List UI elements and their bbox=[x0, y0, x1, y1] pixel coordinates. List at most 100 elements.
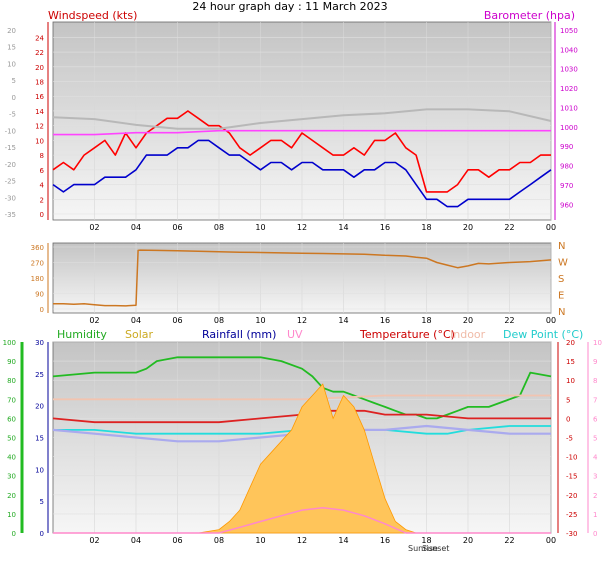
x-tick-label: 18 bbox=[421, 536, 431, 545]
y-tick-label: 90 bbox=[35, 291, 44, 299]
y-tick-label-right: 1050 bbox=[560, 27, 578, 35]
x-tick-label: 14 bbox=[338, 223, 348, 232]
y-tick-label-humidity: 90 bbox=[7, 358, 16, 366]
y-tick-label-secondary: -20 bbox=[5, 161, 16, 169]
y-tick-label-humidity: 80 bbox=[7, 377, 16, 385]
y-tick-label-uv: 0 bbox=[593, 530, 597, 538]
x-tick-label: 02 bbox=[89, 536, 99, 545]
y-tick-label-humidity: 60 bbox=[7, 415, 16, 423]
series-line bbox=[53, 129, 551, 136]
x-tick-label: 22 bbox=[504, 223, 514, 232]
x-tick-label: 22 bbox=[504, 536, 514, 545]
temperature-label: Temperature (°C) bbox=[359, 328, 455, 341]
y-tick-label-uv: 5 bbox=[593, 435, 597, 443]
y-tick-label-humidity: 40 bbox=[7, 454, 16, 462]
y-tick-label-secondary: -10 bbox=[5, 127, 16, 135]
x-tick-label: 02 bbox=[89, 223, 99, 232]
y-tick-label-temp: -10 bbox=[566, 454, 577, 462]
y-tick-label-rain: 15 bbox=[35, 435, 44, 443]
y-tick-label: 22 bbox=[35, 49, 44, 57]
x-tick-label: 16 bbox=[380, 536, 390, 545]
x-tick-label: 06 bbox=[172, 316, 182, 325]
y-tick-label: 180 bbox=[31, 275, 44, 283]
y-tick-label-humidity: 100 bbox=[3, 339, 16, 347]
y-tick-label-right: 980 bbox=[560, 163, 573, 171]
sunset-label: Sunset bbox=[422, 544, 449, 553]
y-tick-label: 12 bbox=[35, 123, 44, 131]
y-tick-label-rain: 20 bbox=[35, 403, 44, 411]
y-tick-label: 6 bbox=[40, 167, 45, 175]
y-tick-label-secondary: 10 bbox=[7, 60, 16, 68]
y-tick-label: 16 bbox=[35, 93, 44, 101]
x-tick-label: 08 bbox=[214, 223, 224, 232]
y-tick-label-uv: 4 bbox=[593, 454, 598, 462]
y-tick-label-temp: 10 bbox=[566, 377, 575, 385]
series-line bbox=[52, 409, 551, 424]
y-tick-label-right: 970 bbox=[560, 182, 573, 190]
y-tick-label-humidity: 70 bbox=[7, 396, 16, 404]
y-tick-label-rain: 5 bbox=[40, 498, 44, 506]
indoor-label: Indoor bbox=[450, 328, 486, 341]
compass-label: S bbox=[558, 274, 564, 285]
compass-label: N bbox=[558, 307, 565, 318]
x-tick-label: 04 bbox=[131, 223, 141, 232]
x-tick-label: 14 bbox=[338, 536, 348, 545]
x-tick-label: 04 bbox=[131, 536, 141, 545]
y-tick-label: 20 bbox=[35, 64, 44, 72]
y-tick-label-rain: 25 bbox=[35, 371, 44, 379]
x-tick-label: 16 bbox=[380, 316, 390, 325]
y-tick-label-uv: 10 bbox=[593, 339, 602, 347]
x-tick-label: 16 bbox=[380, 223, 390, 232]
x-tick-label: 20 bbox=[463, 223, 473, 232]
x-tick-label: 08 bbox=[214, 536, 224, 545]
y-tick-label-right: 1010 bbox=[560, 104, 578, 112]
y-tick-label-humidity: 50 bbox=[7, 435, 16, 443]
x-tick-label: 02 bbox=[89, 316, 99, 325]
y-tick-label-secondary: 15 bbox=[7, 44, 16, 52]
y-tick-label-secondary: -15 bbox=[5, 144, 16, 152]
y-tick-label-humidity: 10 bbox=[7, 511, 16, 519]
series-line bbox=[52, 108, 552, 130]
graph-title: 24 hour graph day : 11 March 2023 bbox=[192, 0, 387, 13]
x-tick-label: 10 bbox=[255, 536, 265, 545]
y-tick-label-secondary: 20 bbox=[7, 27, 16, 35]
compass-label: E bbox=[558, 291, 564, 302]
y-tick-label-right: 990 bbox=[560, 143, 573, 151]
y-tick-label-secondary: 5 bbox=[12, 77, 16, 85]
y-tick-label-temp: 0 bbox=[566, 415, 570, 423]
series-line bbox=[52, 110, 551, 193]
y-tick-label: 14 bbox=[35, 108, 44, 116]
y-tick-label-secondary: -5 bbox=[9, 111, 16, 119]
y-tick-label-secondary: -35 bbox=[5, 211, 16, 219]
y-tick-label-temp: 15 bbox=[566, 358, 575, 366]
x-tick-label: 06 bbox=[172, 223, 182, 232]
y-tick-label-uv: 8 bbox=[593, 377, 597, 385]
y-tick-label: 0 bbox=[40, 306, 44, 314]
y-tick-label-temp: -15 bbox=[566, 473, 577, 481]
y-tick-label: 0 bbox=[40, 211, 44, 219]
y-tick-label-temp: 5 bbox=[566, 396, 570, 404]
x-tick-label: 12 bbox=[297, 536, 307, 545]
compass-label: N bbox=[558, 241, 565, 252]
rainfall-label: Rainfall (mm) bbox=[202, 328, 276, 341]
barometer-label: Barometer (hpa) bbox=[484, 9, 575, 22]
y-tick-label: 270 bbox=[31, 260, 44, 268]
x-tick-label: 20 bbox=[463, 536, 473, 545]
y-tick-label: 360 bbox=[31, 244, 44, 252]
x-tick-label: 10 bbox=[255, 316, 265, 325]
y-tick-label: 2 bbox=[40, 196, 44, 204]
y-tick-label: 24 bbox=[35, 34, 44, 42]
series-line bbox=[53, 249, 552, 307]
x-tick-label: 14 bbox=[338, 316, 348, 325]
y-tick-label-uv: 9 bbox=[593, 358, 597, 366]
y-tick-label-temp: -30 bbox=[566, 530, 577, 538]
y-tick-label-secondary: -25 bbox=[5, 178, 16, 186]
x-tick-label: 18 bbox=[421, 223, 431, 232]
sunrise-label: Sunrise bbox=[408, 544, 438, 553]
y-tick-label-secondary: -30 bbox=[5, 194, 16, 202]
y-tick-label-uv: 6 bbox=[593, 415, 598, 423]
x-tick-label: 00 bbox=[546, 316, 556, 325]
x-tick-label: 20 bbox=[463, 316, 473, 325]
y-tick-label-humidity: 0 bbox=[12, 530, 16, 538]
